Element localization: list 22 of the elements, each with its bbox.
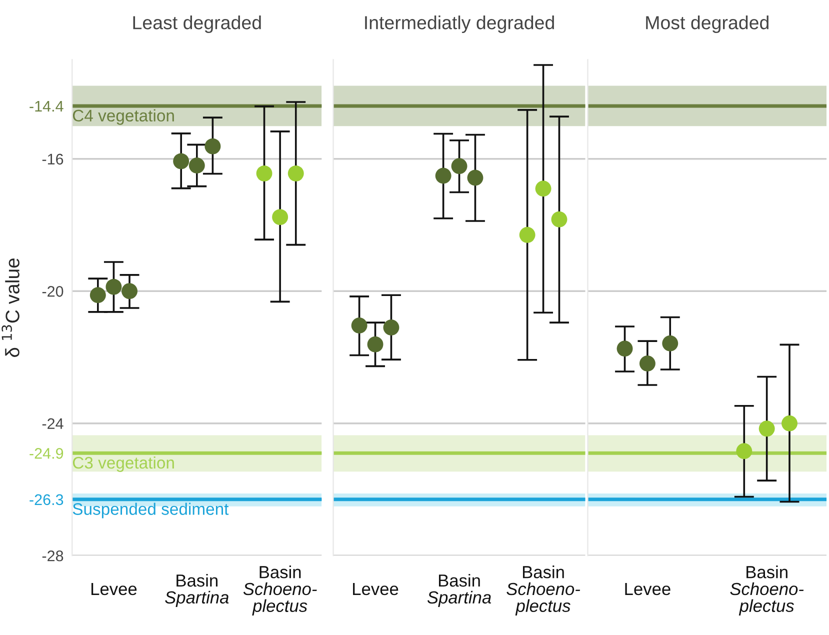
y-tick-label: -16 [42,154,64,165]
chart-title: Most degraded [646,16,768,34]
y-tick-label: -14.4 [30,101,64,112]
x-tick-label: Levee [91,583,137,596]
ref-line-label: C4 vegetation [72,109,174,125]
x-tick-label: Levee [625,583,670,596]
y-tick-label: -28 [42,550,64,562]
ref-line-label: C3 vegetation [72,456,174,472]
x-tick-label: Basin Schoeno- plectus [506,566,580,616]
chart-title: Least degraded [133,16,261,34]
chart-title: Intermediatly degraded [365,16,554,34]
x-tick-label: Basin Schoeno- plectus [730,566,804,616]
y-tick-label: -26.3 [30,494,64,506]
x-tick-label: Basin Schoeno- plectus [243,566,317,616]
y-tick-label: -20 [42,286,64,297]
y-axis-title: δ $^{13}$C value [2,258,20,358]
x-tick-label: Basin Spartina [165,574,229,608]
ref-line-label: Suspended sediment [72,502,229,518]
y-tick-label: -24.9 [30,448,64,459]
y-tick-label: -24 [42,418,64,429]
x-tick-label: Basin Spartina [427,574,492,608]
x-tick-label: Levee [353,583,398,596]
